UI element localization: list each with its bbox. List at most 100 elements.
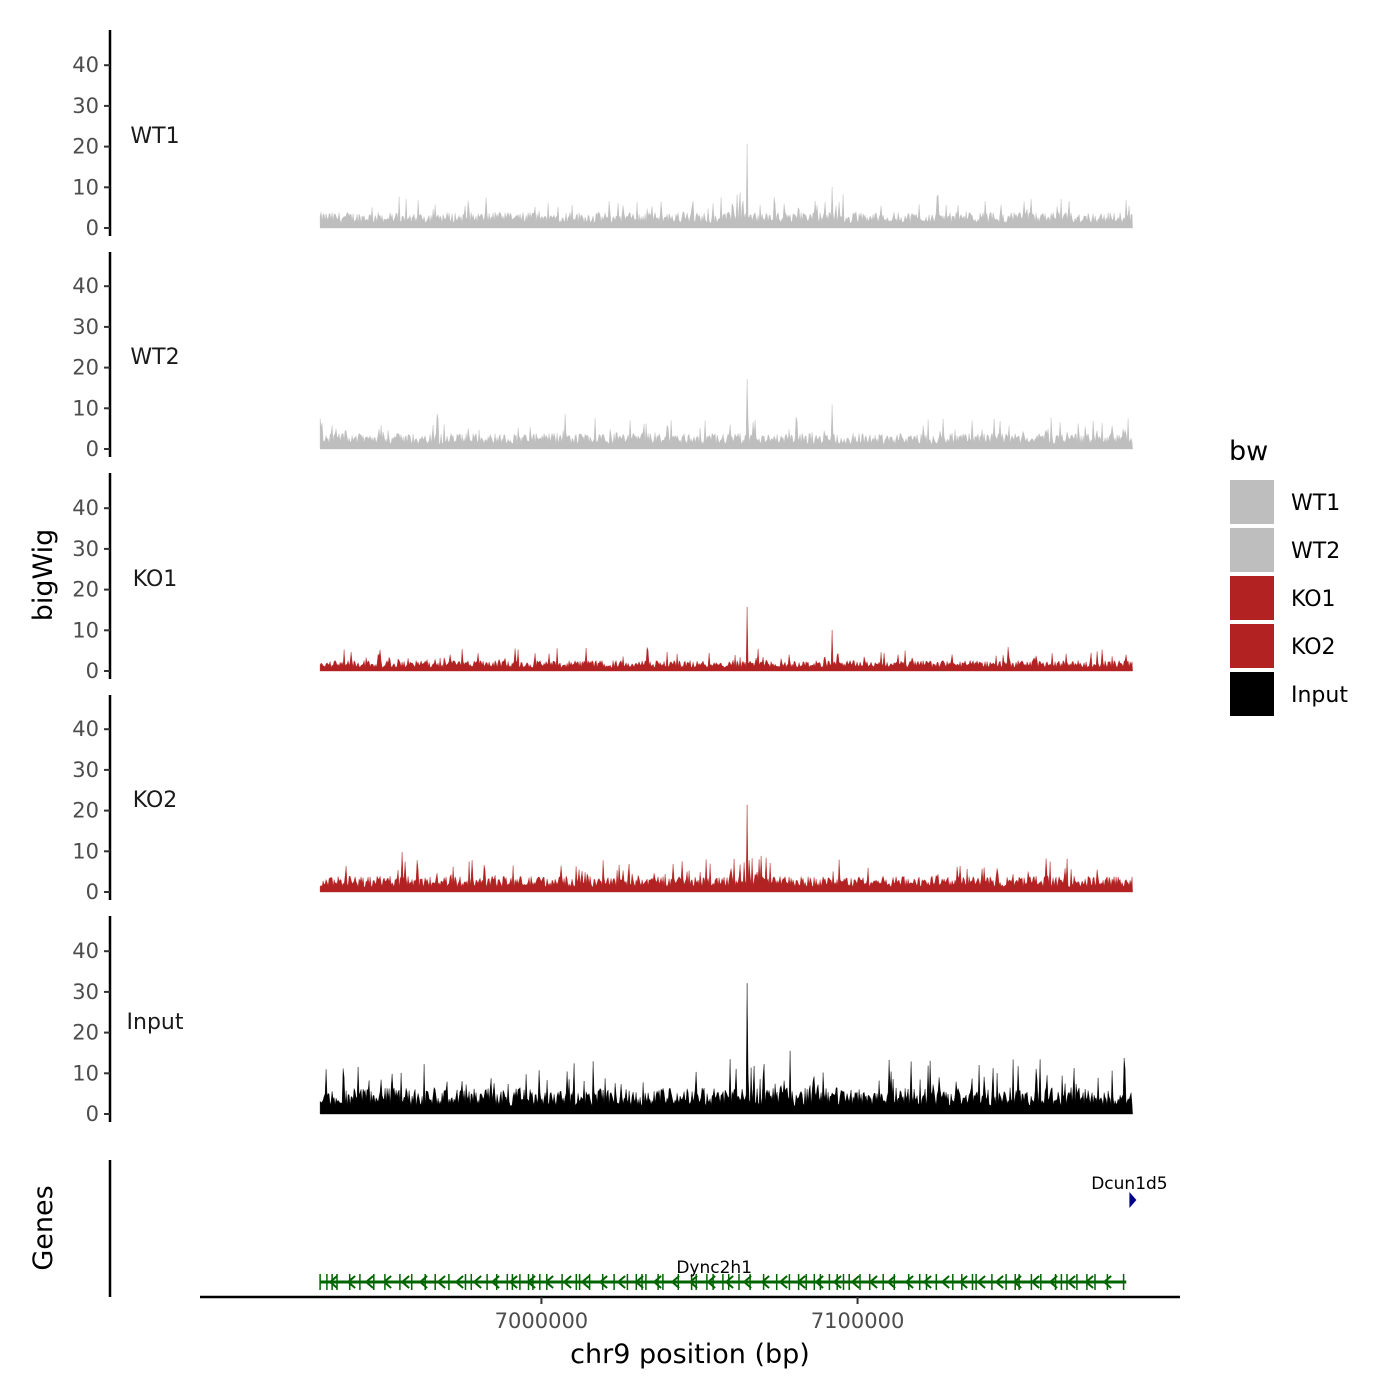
y-tick-label: 0 [86,437,99,461]
x-tick-label: 7100000 [811,1309,905,1333]
legend-entry-ko2: KO2 [1230,624,1336,668]
track-wt1: 0 10 20 30 40 WT1 [72,30,1133,240]
legend: bw WT1 WT2 KO1 KO2 Input [1229,436,1348,716]
y-tick-label: 30 [72,315,99,339]
legend-swatch [1230,672,1274,716]
y-tick-label: 0 [86,880,99,904]
y-axis-title: bigWig [28,529,59,622]
gene-label: Dcun1d5 [1091,1174,1167,1194]
strand-arrow [688,1275,698,1289]
x-axis-title: chr9 position (bp) [570,1339,810,1370]
strand-arrow [328,1275,338,1289]
strand-arrow [850,1275,860,1289]
strand-arrow [832,1275,842,1289]
strand-arrow [490,1275,500,1289]
gene-dcun1d5: Dcun1d5 [1091,1174,1168,1208]
y-tick-label: 10 [72,839,99,863]
strand-arrow [346,1275,356,1289]
strand-arrow [1012,1275,1022,1289]
strand-arrow [382,1275,392,1289]
strand-arrow [580,1275,590,1289]
legend-entry-wt1: WT1 [1230,480,1340,524]
legend-entry-ko1: KO1 [1230,576,1336,620]
strand-arrow [436,1275,446,1289]
strand-arrow [544,1275,554,1289]
strand-arrow [778,1275,788,1289]
x-tick-label: 7000000 [495,1309,589,1333]
strand-arrow [670,1275,680,1289]
genes-axis-title: Genes [28,1185,59,1270]
y-tick-label: 20 [72,578,99,602]
track-label: KO1 [133,567,178,592]
y-tick-label: 30 [72,94,99,118]
signal-area-ko2 [319,804,1133,893]
track-wt2: 0 10 20 30 40 WT2 [72,252,1133,461]
legend-title: bw [1229,436,1268,467]
strand-arrow [634,1275,644,1289]
signal-area-input [319,983,1133,1115]
strand-arrow [652,1275,662,1289]
legend-label: WT1 [1291,491,1340,516]
legend-swatch [1230,576,1274,620]
strand-arrow [886,1275,896,1289]
strand-arrow [454,1275,464,1289]
legend-swatch [1230,480,1274,524]
legend-entry-input: Input [1230,672,1348,716]
strand-arrow [994,1275,1004,1289]
legend-swatch [1230,624,1274,668]
strand-arrow [706,1275,716,1289]
y-tick-label: 0 [86,216,99,240]
legend-label: Input [1291,683,1348,708]
y-tick-label: 0 [86,659,99,683]
strand-arrow [400,1275,410,1289]
y-tick-label: 10 [72,396,99,420]
signal-area-wt1 [319,143,1133,229]
legend-label: WT2 [1291,539,1340,564]
bigwig-tracks: 0 10 20 30 40 WT1 0 10 20 30 40 WT2 0 10 20 30 40 KO1 0 10 2… [72,30,1133,1126]
legend-label: KO2 [1291,635,1336,660]
x-axis: 7000000 7100000 [200,1295,1180,1333]
strand-arrow [796,1275,806,1289]
strand-arrow [742,1275,752,1289]
y-tick-label: 0 [86,1102,99,1126]
strand-arrow [760,1275,770,1289]
strand-arrow [1102,1275,1112,1289]
legend-label: KO1 [1291,587,1336,612]
legend-swatch [1230,528,1274,572]
signal-area-ko1 [319,606,1133,672]
y-tick-label: 30 [72,980,99,1004]
strand-arrow [472,1275,482,1289]
y-tick-label: 20 [72,799,99,823]
signal-area-wt2 [319,379,1133,450]
y-tick-label: 20 [72,1021,99,1045]
y-tick-label: 40 [72,274,99,298]
track-ko2: 0 10 20 30 40 KO2 [72,695,1133,904]
y-tick-label: 40 [72,496,99,520]
strand-arrow [976,1275,986,1289]
y-tick-label: 10 [72,175,99,199]
y-tick-label: 40 [72,717,99,741]
strand-arrow [724,1275,734,1289]
strand-arrow [1084,1275,1094,1289]
strand-arrow [418,1275,428,1289]
strand-arrow [814,1275,824,1289]
strand-arrow [940,1275,950,1289]
track-ko1: 0 10 20 30 40 KO1 [72,473,1133,683]
strand-arrow [364,1275,374,1289]
strand-arrow [922,1275,932,1289]
genes-panel: Dync2h1 Dcun1d5 [108,1160,1168,1297]
y-tick-label: 10 [72,618,99,642]
strand-arrow [1030,1275,1040,1289]
strand-arrow [904,1275,914,1289]
track-label: WT1 [130,124,179,149]
strand-arrow [598,1275,608,1289]
strand-arrow [868,1275,878,1289]
track-input: 0 10 20 30 40 Input [72,916,1133,1126]
y-tick-label: 30 [72,758,99,782]
y-tick-label: 40 [72,939,99,963]
strand-arrow [958,1275,968,1289]
track-label: Input [127,1010,184,1035]
gene-body [1129,1192,1137,1208]
strand-arrow [1048,1275,1058,1289]
